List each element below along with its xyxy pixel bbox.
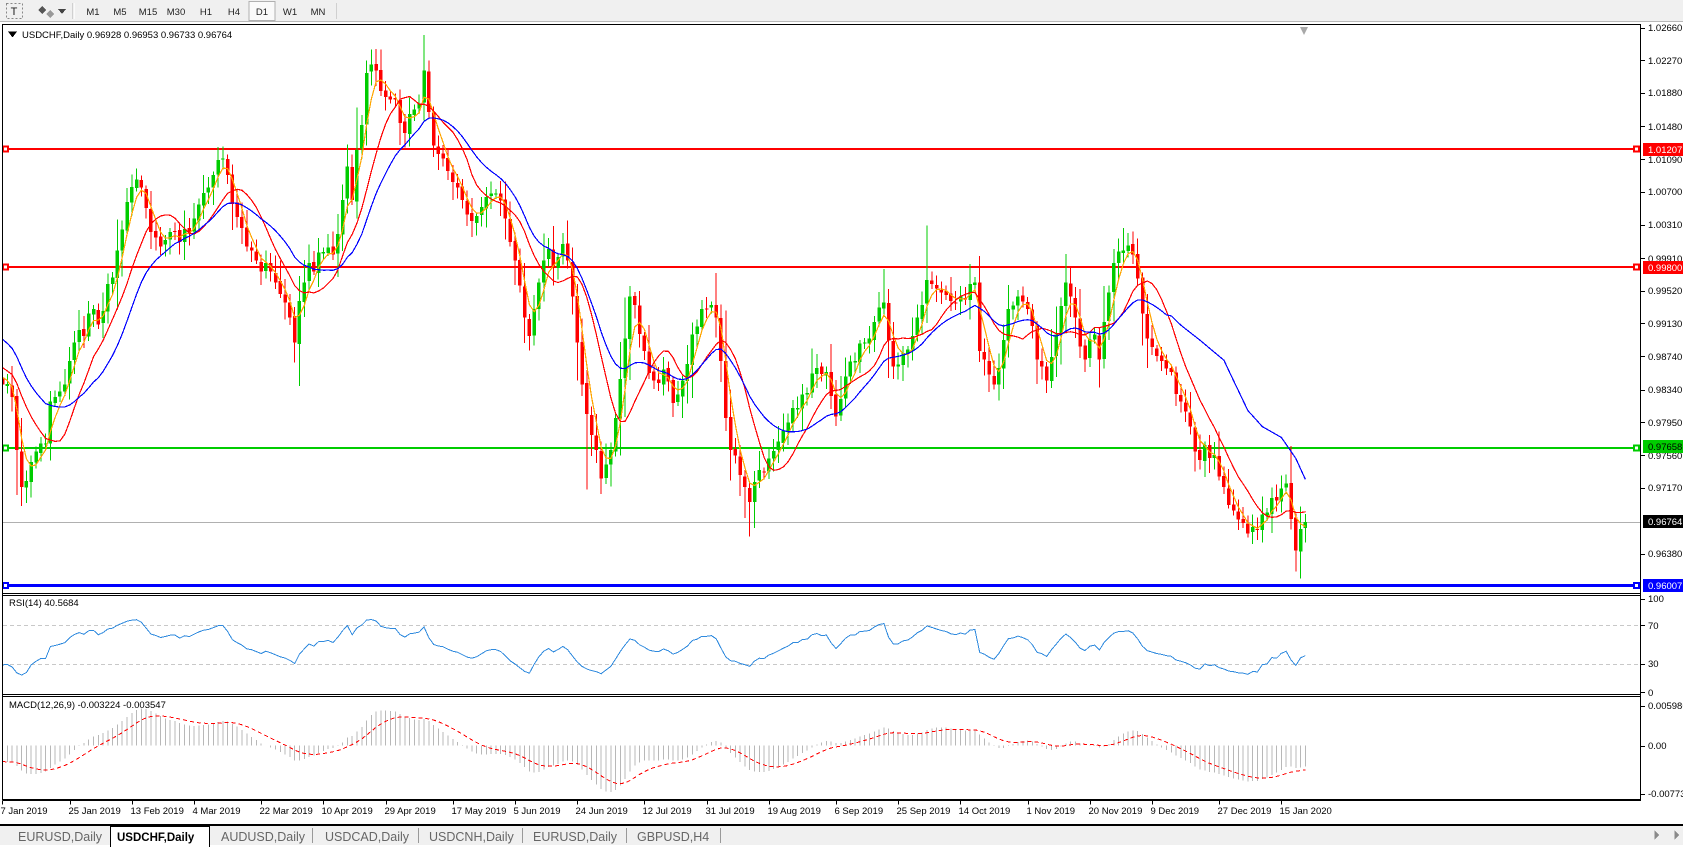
svg-text:M30: M30 xyxy=(167,7,185,18)
svg-text:EURUSD,Daily: EURUSD,Daily xyxy=(533,830,618,844)
svg-text:0.99520: 0.99520 xyxy=(1648,286,1682,297)
svg-text:6 Sep 2019: 6 Sep 2019 xyxy=(835,806,884,817)
svg-text:GBPUSD,H4: GBPUSD,H4 xyxy=(637,830,709,844)
svg-text:0.005986: 0.005986 xyxy=(1648,701,1683,712)
svg-text:0.97560: 0.97560 xyxy=(1648,451,1682,462)
svg-text:RSI(14) 40.5684: RSI(14) 40.5684 xyxy=(9,598,79,609)
svg-text:M15: M15 xyxy=(139,7,157,18)
svg-text:15 Jan 2020: 15 Jan 2020 xyxy=(1280,806,1332,817)
svg-text:1.00310: 1.00310 xyxy=(1648,220,1682,231)
svg-text:W1: W1 xyxy=(283,7,297,18)
svg-text:25 Jan 2019: 25 Jan 2019 xyxy=(69,806,121,817)
svg-text:17 May 2019: 17 May 2019 xyxy=(452,806,507,817)
svg-text:31 Jul 2019: 31 Jul 2019 xyxy=(706,806,755,817)
svg-text:4 Mar 2019: 4 Mar 2019 xyxy=(193,806,241,817)
svg-text:19 Aug 2019: 19 Aug 2019 xyxy=(768,806,821,817)
svg-text:0.99130: 0.99130 xyxy=(1648,319,1682,330)
svg-text:M5: M5 xyxy=(113,7,126,18)
svg-text:0.96380: 0.96380 xyxy=(1648,549,1682,560)
svg-text:1.01880: 1.01880 xyxy=(1648,88,1682,99)
svg-text:25 Sep 2019: 25 Sep 2019 xyxy=(897,806,951,817)
svg-text:0.98740: 0.98740 xyxy=(1648,352,1682,363)
svg-text:USDCAD,Daily: USDCAD,Daily xyxy=(325,830,410,844)
svg-text:H1: H1 xyxy=(200,7,212,18)
svg-text:USDCNH,Daily: USDCNH,Daily xyxy=(429,830,514,844)
svg-text:12 Jul 2019: 12 Jul 2019 xyxy=(643,806,692,817)
svg-text:30: 30 xyxy=(1648,659,1659,670)
svg-text:T: T xyxy=(11,6,18,18)
svg-text:1.01480: 1.01480 xyxy=(1648,122,1682,133)
svg-text:0.97950: 0.97950 xyxy=(1648,418,1682,429)
svg-text:D1: D1 xyxy=(256,7,268,18)
svg-text:1.01090: 1.01090 xyxy=(1648,155,1682,166)
svg-text:EURUSD,Daily: EURUSD,Daily xyxy=(18,830,103,844)
svg-text:9 Dec 2019: 9 Dec 2019 xyxy=(1151,806,1200,817)
svg-text:27 Dec 2019: 27 Dec 2019 xyxy=(1218,806,1272,817)
svg-text:5 Jun 2019: 5 Jun 2019 xyxy=(514,806,561,817)
svg-text:24 Jun 2019: 24 Jun 2019 xyxy=(576,806,628,817)
svg-text:1 Nov 2019: 1 Nov 2019 xyxy=(1027,806,1076,817)
svg-text:70: 70 xyxy=(1648,621,1659,632)
svg-text:0.97658: 0.97658 xyxy=(1648,442,1682,453)
svg-text:1.01207: 1.01207 xyxy=(1648,145,1682,156)
svg-text:AUDUSD,Daily: AUDUSD,Daily xyxy=(221,830,306,844)
svg-text:0.99800: 0.99800 xyxy=(1648,263,1682,274)
svg-text:22 Mar 2019: 22 Mar 2019 xyxy=(260,806,313,817)
svg-text:0: 0 xyxy=(1648,688,1653,699)
svg-text:1.00700: 1.00700 xyxy=(1648,187,1682,198)
svg-text:0.99910: 0.99910 xyxy=(1648,254,1682,265)
svg-text:10 Apr 2019: 10 Apr 2019 xyxy=(322,806,373,817)
svg-text:H4: H4 xyxy=(228,7,240,18)
svg-text:1.02270: 1.02270 xyxy=(1648,56,1682,67)
svg-text:29 Apr 2019: 29 Apr 2019 xyxy=(385,806,436,817)
svg-text:USDCHF,Daily 0.96928 0.96953: USDCHF,Daily 0.96928 0.96953 0.96733 0.9… xyxy=(22,30,232,41)
svg-text:USDCHF,Daily: USDCHF,Daily xyxy=(117,832,195,844)
svg-text:MN: MN xyxy=(311,7,326,18)
svg-text:0.98340: 0.98340 xyxy=(1648,385,1682,396)
svg-text:1.02660: 1.02660 xyxy=(1648,23,1682,34)
svg-text:0.96007: 0.96007 xyxy=(1648,581,1682,592)
svg-text:20 Nov 2019: 20 Nov 2019 xyxy=(1089,806,1143,817)
svg-text:0.96764: 0.96764 xyxy=(1648,517,1682,528)
svg-text:0.00: 0.00 xyxy=(1648,741,1667,752)
svg-text:100: 100 xyxy=(1648,594,1664,605)
svg-text:0.97170: 0.97170 xyxy=(1648,483,1682,494)
svg-text:7 Jan 2019: 7 Jan 2019 xyxy=(1,806,48,817)
svg-text:13 Feb 2019: 13 Feb 2019 xyxy=(131,806,184,817)
svg-text:M1: M1 xyxy=(86,7,99,18)
svg-text:14 Oct 2019: 14 Oct 2019 xyxy=(959,806,1011,817)
svg-text:MACD(12,26,9) -0.003224 -0.003: MACD(12,26,9) -0.003224 -0.003547 xyxy=(9,700,166,711)
